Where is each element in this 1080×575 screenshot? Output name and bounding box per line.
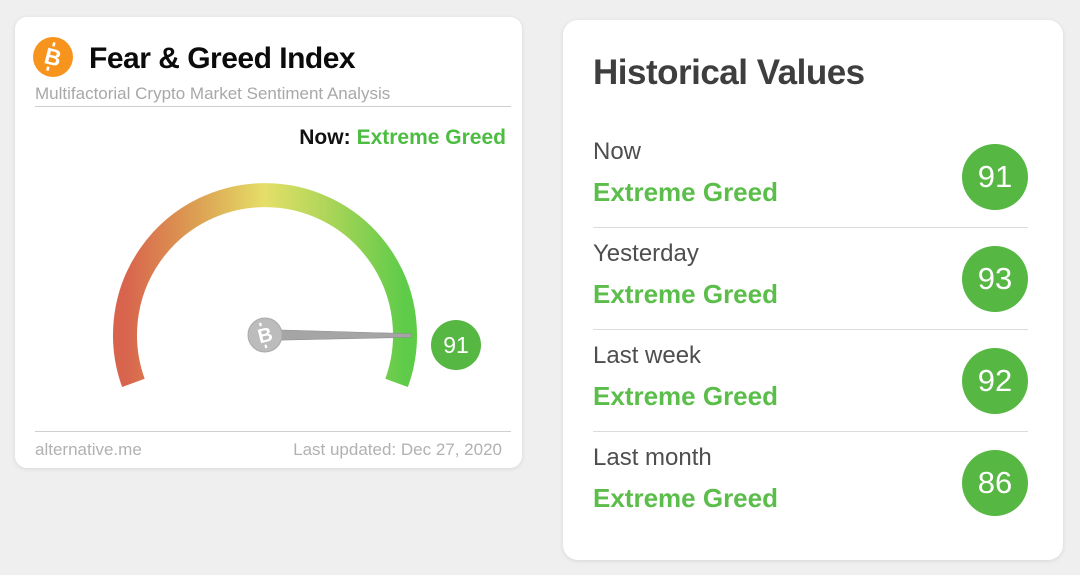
sentiment-classification: Extreme Greed xyxy=(593,483,778,513)
historical-title: Historical Values xyxy=(593,53,865,92)
header-divider xyxy=(35,106,511,107)
card-title: Fear & Greed Index xyxy=(89,42,356,75)
historical-rows: Now Extreme Greed 91 Yesterday Extreme G… xyxy=(593,126,1028,534)
card-footer: alternative.me Last updated: Dec 27, 202… xyxy=(35,440,502,460)
period-label: Yesterday xyxy=(593,240,699,267)
value-badge: 93 xyxy=(962,245,1028,312)
last-updated-text: Last updated: Dec 27, 2020 xyxy=(293,440,502,459)
card-subtitle: Multifactorial Crypto Market Sentiment A… xyxy=(35,84,391,103)
historical-row-now: Now Extreme Greed 91 xyxy=(593,126,1028,228)
svg-text:B: B xyxy=(256,324,275,349)
gauge-arc xyxy=(113,183,417,387)
period-label: Now xyxy=(593,138,642,165)
current-sentiment-line: Now: Extreme Greed xyxy=(299,126,506,150)
historical-values-card: Historical Values Now Extreme Greed 91 Y… xyxy=(563,20,1063,560)
fear-greed-card: B Fear & Greed Index Multifactorial Cryp… xyxy=(15,17,522,468)
historical-row-last-month: Last month Extreme Greed 86 xyxy=(593,432,1028,534)
sentiment-classification: Extreme Greed xyxy=(593,381,778,411)
now-label: Now: xyxy=(299,126,351,149)
gauge-chart: B xyxy=(113,183,417,387)
now-sentiment-value: Extreme Greed xyxy=(356,126,506,149)
historical-row-last-week: Last week Extreme Greed 92 xyxy=(593,330,1028,432)
sentiment-classification: Extreme Greed xyxy=(593,279,778,309)
footer-divider xyxy=(35,431,511,432)
sentiment-classification: Extreme Greed xyxy=(593,177,778,207)
period-label: Last week xyxy=(593,342,702,369)
value-badge: 92 xyxy=(962,347,1028,414)
gauge-hub-bitcoin-icon: B xyxy=(247,317,283,353)
period-label: Last month xyxy=(593,444,712,471)
source-link[interactable]: alternative.me xyxy=(35,440,142,459)
value-badge: 86 xyxy=(962,450,1028,516)
gauge-value-badge: 91 xyxy=(431,320,481,370)
svg-text:B: B xyxy=(42,42,64,71)
gauge-needle xyxy=(264,329,412,341)
value-badge: 91 xyxy=(962,143,1028,210)
historical-row-yesterday: Yesterday Extreme Greed 93 xyxy=(593,228,1028,330)
bitcoin-icon: B xyxy=(33,37,73,77)
